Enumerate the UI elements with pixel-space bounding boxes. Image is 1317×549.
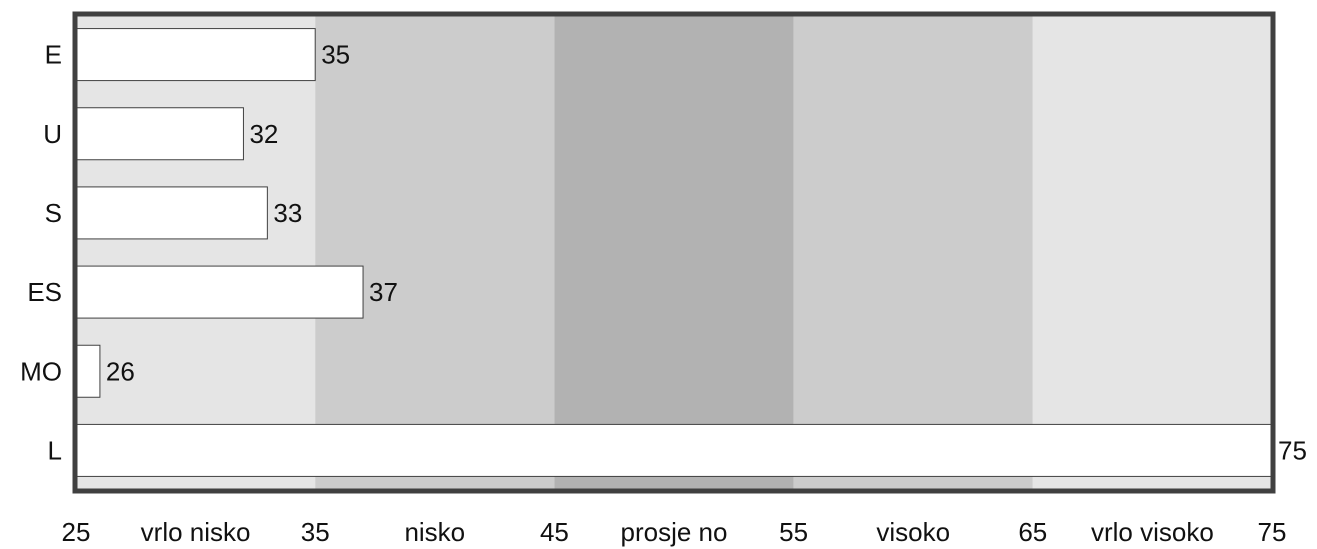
bar-U [75, 107, 244, 161]
x-tick-label: 65 [1018, 517, 1047, 547]
band-label: visoko [876, 517, 950, 547]
category-label-U: U [43, 119, 62, 149]
x-axis-labels: 25 35 45 55 65 75 vrlo nisko nisko prosje no viso… [62, 517, 1287, 547]
value-label-S: 33 [273, 198, 302, 228]
background-bands [76, 15, 1272, 490]
plot-frame [72, 11, 1276, 494]
value-label-MO: 26 [106, 356, 135, 386]
value-label-E: 35 [321, 40, 350, 70]
x-tick-label: 35 [301, 517, 330, 547]
x-tick-label: 45 [540, 517, 569, 547]
band-0 [76, 15, 316, 490]
value-labels: 35 32 33 37 26 75 [106, 40, 1307, 466]
value-label-ES: 37 [369, 277, 398, 307]
band-label: vrlo visoko [1091, 517, 1214, 547]
band-label: vrlo nisko [141, 517, 251, 547]
category-label-S: S [45, 198, 62, 228]
band-1 [315, 15, 555, 490]
category-label-L: L [48, 435, 62, 465]
bar-MO [75, 344, 101, 398]
x-tick-label: 55 [779, 517, 808, 547]
category-label-E: E [45, 40, 62, 70]
band-3 [793, 15, 1033, 490]
x-tick-label: 25 [62, 517, 91, 547]
band-label: prosje no [621, 517, 728, 547]
value-label-U: 32 [249, 119, 278, 149]
x-tick-label: 75 [1258, 517, 1287, 547]
band-2 [554, 15, 794, 490]
category-label-ES: ES [27, 277, 62, 307]
category-labels: E U S ES MO L [20, 40, 62, 466]
bar-S [75, 186, 268, 240]
band-4 [1032, 15, 1272, 490]
bar-E [75, 28, 316, 82]
bar-ES [75, 265, 364, 319]
category-label-MO: MO [20, 356, 62, 386]
bar-series [75, 28, 1273, 477]
bar-L [75, 423, 1273, 477]
band-label: nisko [404, 517, 465, 547]
value-label-L: 75 [1278, 435, 1307, 465]
